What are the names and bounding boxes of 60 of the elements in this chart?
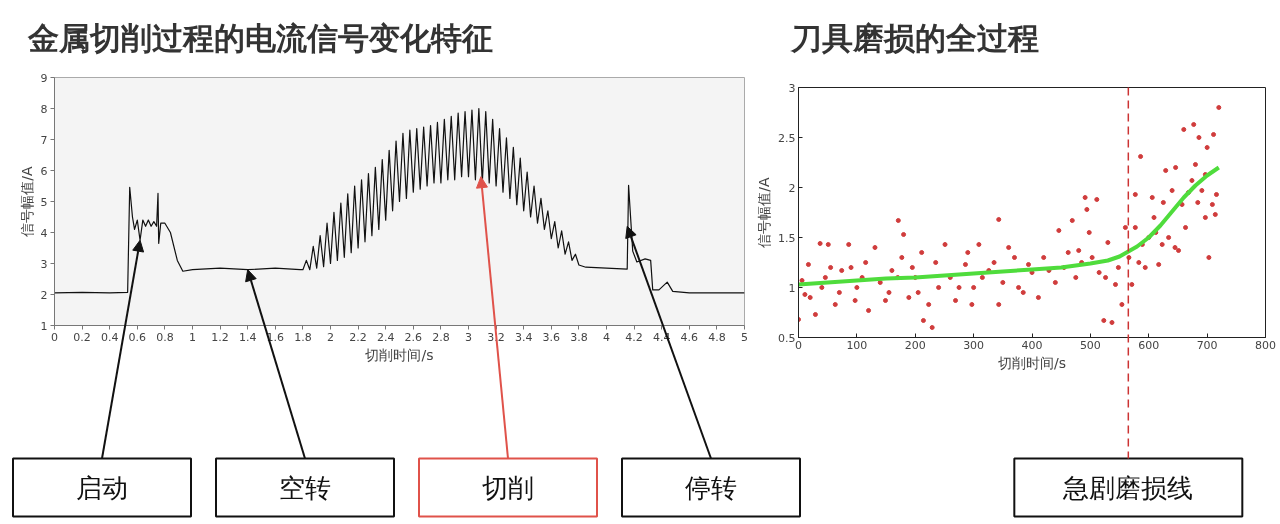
x-tick-label: 4.2 [625, 330, 643, 344]
x-tick-label: 0.8 [156, 330, 174, 344]
y-tick-label: 2 [40, 288, 48, 302]
x-axis-title: 切削时间/s [997, 354, 1067, 371]
y-tick-label: 1 [40, 319, 48, 333]
y-tick-label: 1.5 [778, 231, 796, 245]
x-tick-label: 1 [189, 330, 196, 344]
x-tick-label: 400 [1021, 338, 1043, 352]
x-tick-label: 1.8 [294, 330, 312, 344]
y-axis-title: 信号幅值/A [18, 165, 35, 237]
x-tick-label: 3.4 [514, 330, 533, 344]
y-tick-label: 6 [40, 164, 48, 178]
chart-title: 刀具磨损的全过程 [789, 19, 1039, 56]
ref-line-label: 急剧磨损线 [1062, 472, 1194, 503]
x-tick-label: 0.2 [73, 330, 91, 344]
line-series [798, 165, 1221, 287]
annotation: 空转 [279, 472, 331, 503]
x-tick-label: 800 [1255, 338, 1276, 352]
chart-title: 金属切削过程的电流信号变化特征 [26, 19, 493, 56]
x-tick-label: 0 [795, 338, 802, 352]
y-tick-label: 2.5 [778, 131, 796, 145]
x-tick-label: 100 [846, 338, 868, 352]
x-tick-label: 300 [963, 338, 985, 352]
x-tick-label: 4.8 [708, 330, 726, 344]
x-tick-label: 2 [327, 330, 334, 344]
x-tick-label: 1.2 [211, 330, 229, 344]
x-axis-title: 切削时间/s [365, 346, 434, 363]
y-tick-label: 4 [40, 226, 48, 240]
x-tick-label: 700 [1196, 338, 1218, 352]
y-tick-label: 8 [40, 102, 48, 116]
annotation: 启动 [76, 472, 128, 503]
y-tick-label: 3 [788, 81, 796, 95]
annotation: 切削 [482, 472, 534, 503]
annotation: 停转 [685, 472, 737, 503]
x-tick-label: 2.8 [432, 330, 450, 344]
x-tick-label: 3.8 [570, 330, 588, 344]
y-tick-label: 9 [40, 71, 48, 85]
x-tick-label: 600 [1138, 338, 1160, 352]
y-tick-label: 3 [40, 257, 48, 271]
x-tick-label: 5 [741, 330, 748, 344]
y-axis-title: 信号幅值/A [756, 176, 773, 248]
y-tick-label: 5 [40, 195, 48, 209]
x-tick-label: 0.4 [100, 330, 119, 344]
x-tick-label: 3.6 [542, 330, 561, 344]
x-tick-label: 4.6 [680, 330, 699, 344]
x-tick-label: 0 [51, 330, 58, 344]
x-tick-label: 4 [603, 330, 610, 344]
x-tick-label: 2.6 [404, 330, 423, 344]
y-tick-label: 0.5 [778, 331, 796, 345]
x-tick-label: 0.6 [128, 330, 147, 344]
y-tick-label: 1 [788, 281, 796, 295]
x-tick-label: 2.4 [376, 330, 395, 344]
x-tick-label: 500 [1079, 338, 1101, 352]
x-tick-label: 2.2 [349, 330, 367, 344]
x-tick-label: 1.6 [266, 330, 285, 344]
x-tick-label: 3 [465, 330, 472, 344]
y-tick-label: 2 [788, 181, 796, 195]
x-tick-label: 1.4 [238, 330, 257, 344]
x-tick-label: 200 [904, 338, 926, 352]
y-tick-label: 7 [40, 133, 48, 147]
